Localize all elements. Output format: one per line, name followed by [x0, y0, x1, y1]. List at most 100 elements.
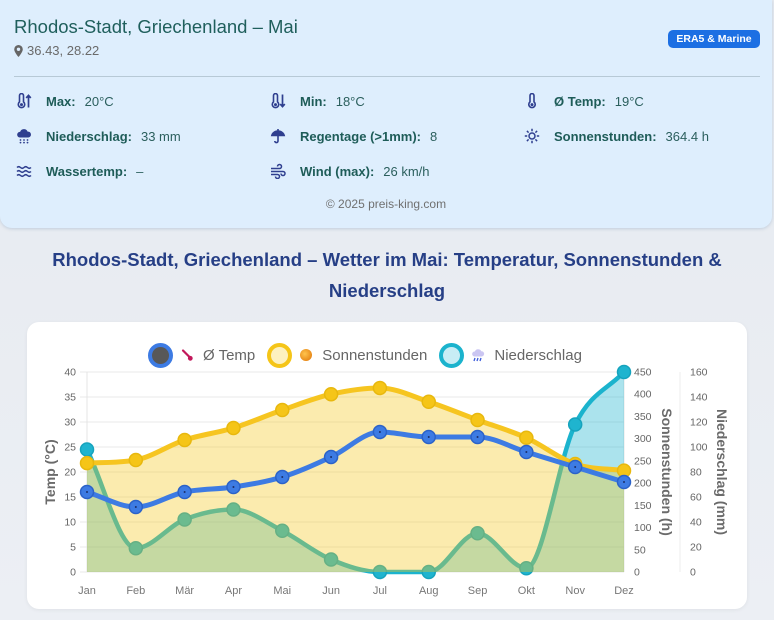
y-tick-label-rain: 140	[690, 392, 708, 404]
legend-marker	[267, 342, 293, 368]
coordinates: 36.43, 28.22	[14, 43, 99, 58]
data-point-rain	[421, 564, 436, 580]
stat-label: Ø Temp:	[554, 93, 606, 109]
data-point-rain	[519, 561, 534, 576]
x-tick-label: Dez	[614, 585, 634, 597]
area-rain	[87, 372, 624, 572]
y-tick-label-sun: 350	[634, 411, 652, 423]
y-tick-label-sun: 450	[634, 367, 652, 379]
stat-label: Sonnenstunden:	[554, 128, 657, 144]
thermometer-up-icon	[16, 93, 32, 109]
data-point-center	[427, 436, 430, 438]
data-point-center	[574, 466, 577, 468]
y-tick-label-temp: 25	[64, 442, 76, 454]
data-point-sun	[323, 386, 339, 402]
data-point-sun	[79, 455, 95, 471]
data-point-sun	[372, 380, 388, 396]
area-sun	[87, 388, 624, 572]
stat-label: Min:	[300, 93, 327, 109]
data-point-rain	[567, 417, 583, 432]
y-tick-label-sun: 200	[634, 478, 652, 490]
data-point-center	[525, 451, 528, 453]
stat-precipitation: Niederschlag: 33 mm	[16, 126, 181, 146]
data-point-center	[330, 456, 333, 458]
x-tick-label: Nov	[565, 585, 585, 597]
stat-min: Min: 18°C	[270, 91, 365, 111]
y-tick-label-sun: 50	[634, 544, 646, 556]
stat-max: Max: 20°C	[16, 91, 114, 111]
y-tick-label-sun: 250	[634, 455, 652, 467]
stat-label: Wind (max):	[300, 163, 375, 179]
y-tick-label-temp: 30	[64, 417, 76, 429]
stat-wind-max: Wind (max): 26 km/h	[270, 161, 430, 181]
data-point-rain	[470, 526, 485, 541]
data-point-center	[476, 436, 479, 438]
data-point-rain	[372, 564, 388, 580]
data-point-sun	[128, 452, 144, 468]
data-point-sun	[275, 402, 290, 418]
data-point-rain	[79, 442, 95, 457]
legend-marker	[439, 342, 465, 368]
data-point-rain	[128, 541, 144, 556]
y-tick-label-rain: 100	[690, 442, 708, 454]
chart-title: Rhodos-Stadt, Griechenland – Wetter im M…	[0, 244, 774, 306]
stat-value: 8	[430, 128, 438, 144]
x-tick-label: Sep	[468, 585, 488, 597]
x-tick-label: Jan	[78, 585, 96, 597]
data-point-center	[623, 481, 625, 483]
location-summary-card: Rhodos-Stadt, Griechenland – Mai 36.43, …	[0, 0, 772, 228]
stat-value: 19°C	[614, 93, 644, 109]
y-tick-label-rain: 20	[690, 542, 702, 554]
legend-item-temp[interactable]: Ø Temp	[148, 342, 255, 368]
cloud-rain-icon	[16, 128, 32, 144]
x-tick-label: Aug	[419, 585, 439, 597]
stat-water-temp: Wassertemp: –	[16, 161, 143, 181]
cloud-rain-icon	[471, 348, 485, 362]
chart-legend: Ø Temp Sonnenstunden Niederschlag	[148, 342, 594, 368]
y-tick-label-temp: 5	[70, 542, 76, 554]
chart-title-line: Rhodos-Stadt, Griechenland – Wetter im M…	[52, 249, 722, 270]
data-source-badge: ERA5 & Marine	[668, 30, 760, 48]
y-axis-title-temp: Temp (°C)	[42, 439, 58, 504]
stat-value: –	[136, 163, 144, 179]
chart-title-line: Niederschlag	[328, 280, 446, 301]
chart-plot: 0510152025303540050100150200250300350400…	[42, 364, 730, 597]
divider	[14, 76, 760, 77]
thermometer-icon	[524, 93, 540, 109]
y-tick-label-temp: 0	[70, 567, 76, 579]
legend-marker	[148, 342, 173, 368]
legend-item-sunshine[interactable]: Sonnenstunden	[267, 342, 427, 368]
x-tick-label: Mai	[273, 585, 291, 597]
stat-rain-days: Regentage (>1mm): 8	[270, 126, 437, 146]
sun-icon	[299, 348, 313, 362]
data-point-center	[232, 486, 235, 488]
water-waves-icon	[16, 163, 32, 179]
sun-icon	[524, 128, 540, 144]
data-point-rain	[616, 364, 632, 380]
x-tick-label: Okt	[518, 585, 535, 597]
data-point-sun	[226, 420, 241, 436]
data-point-rain	[323, 552, 339, 567]
y-tick-label-sun: 150	[634, 500, 652, 512]
y-tick-label-sun: 400	[634, 389, 652, 401]
stat-label: Wassertemp:	[46, 163, 128, 179]
y-tick-label-rain: 0	[690, 567, 696, 579]
map-pin-icon	[14, 44, 23, 57]
y-tick-label-sun: 0	[634, 567, 640, 579]
data-point-rain	[226, 502, 241, 517]
umbrella-icon	[270, 128, 286, 144]
coordinates-text: 36.43, 28.22	[27, 43, 100, 58]
y-tick-label-temp: 20	[64, 467, 76, 479]
stat-value: 20°C	[84, 93, 114, 109]
stat-sunshine-hours: Sonnenstunden: 364.4 h	[524, 126, 709, 146]
copyright-footer: © 2025 preis-king.com	[325, 197, 447, 211]
stat-label: Niederschlag:	[46, 128, 132, 144]
wind-icon	[270, 163, 286, 179]
chart-card: 0 5 10 15 20 25 30 35 40 0 50 100 150 200 250 300 350 400…	[27, 322, 747, 609]
location-title: Rhodos-Stadt, Griechenland – Mai	[14, 16, 298, 37]
data-point-center	[183, 491, 186, 493]
stat-avg-temp: Ø Temp: 19°C	[524, 91, 644, 111]
y-tick-label-sun: 100	[634, 522, 652, 534]
y-tick-label-temp: 15	[64, 492, 76, 504]
legend-item-precipitation[interactable]: Niederschlag	[439, 342, 582, 368]
